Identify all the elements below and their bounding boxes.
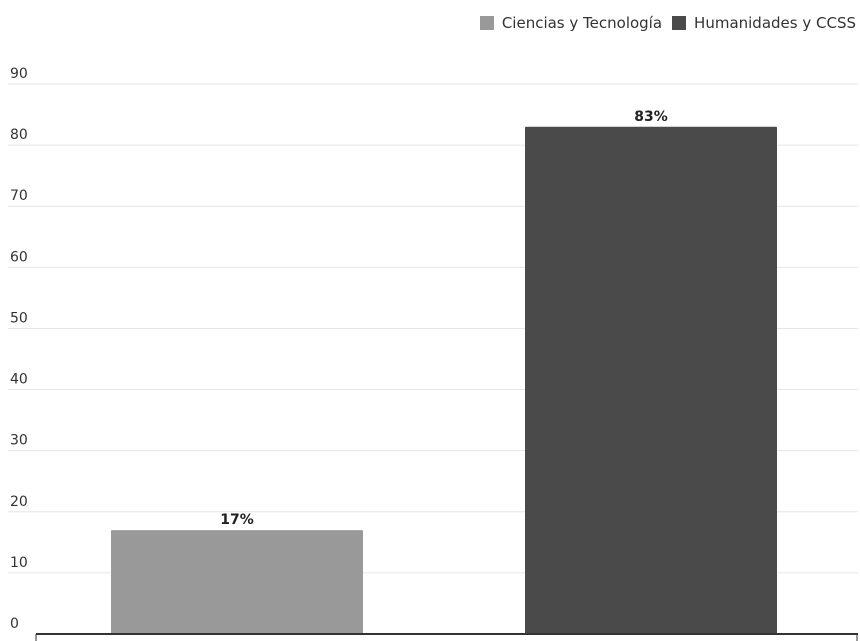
data-labels: 17% 83% [220, 109, 668, 528]
legend-swatch-ciencias [479, 16, 494, 30]
legend-label-humanidades: Humanidades y CCSS [694, 14, 856, 32]
y-tick-label-0: 0 [10, 616, 19, 632]
bar-ciencias[interactable] [111, 530, 363, 634]
y-tick-label-90: 90 [10, 66, 28, 82]
legend-swatch-humanidades [672, 16, 687, 30]
y-tick-label-70: 70 [10, 188, 28, 204]
data-label-ciencias: 17% [220, 512, 254, 528]
legend: Ciencias y Tecnología Humanidades y CCSS [479, 14, 856, 32]
y-tick-label-60: 60 [10, 249, 28, 265]
legend-item-ciencias[interactable]: Ciencias y Tecnología [479, 14, 663, 32]
y-tick-label-40: 40 [10, 372, 28, 388]
bars [111, 126, 777, 635]
y-axis-ticks: 0 10 20 30 40 50 60 70 80 90 [10, 66, 28, 632]
y-tick-label-30: 30 [10, 433, 28, 449]
legend-label-ciencias: Ciencias y Tecnología [501, 14, 663, 32]
legend-item-humanidades[interactable]: Humanidades y CCSS [672, 14, 856, 32]
bar-humanidades[interactable] [525, 126, 777, 635]
y-tick-label-10: 10 [10, 555, 28, 571]
y-tick-label-20: 20 [10, 494, 28, 510]
data-label-humanidades: 83% [634, 109, 668, 125]
y-tick-label-80: 80 [10, 127, 28, 143]
y-tick-label-50: 50 [10, 310, 28, 326]
x-axis [35, 633, 858, 641]
